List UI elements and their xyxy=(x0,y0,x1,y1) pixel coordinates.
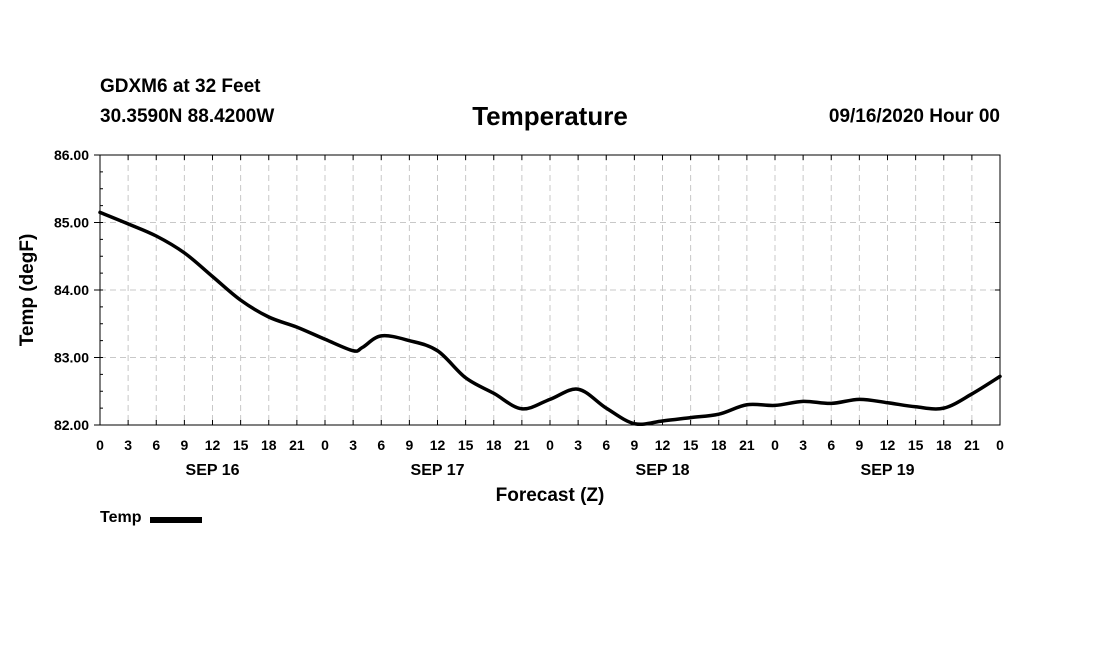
x-tick-label: 18 xyxy=(261,437,277,453)
x-axis-title: Forecast (Z) xyxy=(496,485,605,506)
y-axis-title: Temp (degF) xyxy=(17,234,38,347)
x-tick-label: 6 xyxy=(827,437,835,453)
y-tick-label: 86.00 xyxy=(54,147,89,163)
x-tick-label: 9 xyxy=(630,437,638,453)
station-label: GDXM6 at 32 Feet xyxy=(100,76,261,97)
chart-title: Temperature xyxy=(472,101,628,131)
x-tick-label: 15 xyxy=(233,437,249,453)
x-tick-label: 0 xyxy=(546,437,554,453)
x-tick-label: 3 xyxy=(124,437,132,453)
day-label: SEP 17 xyxy=(411,462,465,479)
plot-frame xyxy=(99,154,1001,426)
forecast-datetime: 09/16/2020 Hour 00 xyxy=(828,106,1000,127)
day-label: SEP 19 xyxy=(861,462,915,479)
x-tick-label: 18 xyxy=(486,437,502,453)
x-tick-label: 6 xyxy=(377,437,385,453)
legend-label: Temp xyxy=(100,509,142,526)
legend: Temp xyxy=(100,509,203,527)
x-tick-label: 15 xyxy=(458,437,474,453)
x-tick-label: 9 xyxy=(855,437,863,453)
day-label: SEP 16 xyxy=(186,462,240,479)
x-tick-label: 3 xyxy=(349,437,357,453)
day-label: SEP 18 xyxy=(636,462,690,479)
y-tick-label: 85.00 xyxy=(54,215,89,231)
x-tick-label: 21 xyxy=(739,437,755,453)
x-tick-label: 18 xyxy=(936,437,952,453)
x-tick-label: 21 xyxy=(289,437,305,453)
y-tick-label: 82.00 xyxy=(54,417,89,433)
x-tick-label: 6 xyxy=(602,437,610,453)
x-tick-label: 12 xyxy=(655,437,671,453)
coordinates-label: 30.3590N 88.4200W xyxy=(100,106,275,127)
x-tick-label: 9 xyxy=(180,437,188,453)
x-tick-label: 0 xyxy=(771,437,779,453)
x-tick-label: 21 xyxy=(514,437,530,453)
x-tick-label: 12 xyxy=(205,437,221,453)
x-tick-label: 0 xyxy=(321,437,329,453)
x-tick-label: 12 xyxy=(430,437,446,453)
x-tick-label: 21 xyxy=(964,437,980,453)
series-line-temp xyxy=(98,210,1002,427)
x-tick-label: 0 xyxy=(996,437,1004,453)
x-tick-label: 18 xyxy=(711,437,727,453)
x-tick-label: 3 xyxy=(574,437,582,453)
x-tick-label: 12 xyxy=(880,437,896,453)
x-tick-label: 15 xyxy=(683,437,699,453)
x-tick-label: 15 xyxy=(908,437,924,453)
y-tick-label: 84.00 xyxy=(54,282,89,298)
y-tick-label: 83.00 xyxy=(54,350,89,366)
x-tick-label: 6 xyxy=(152,437,160,453)
legend-line-swatch xyxy=(150,516,203,523)
x-tick-label: 3 xyxy=(799,437,807,453)
x-tick-label: 0 xyxy=(96,437,104,453)
x-tick-label: 9 xyxy=(405,437,413,453)
